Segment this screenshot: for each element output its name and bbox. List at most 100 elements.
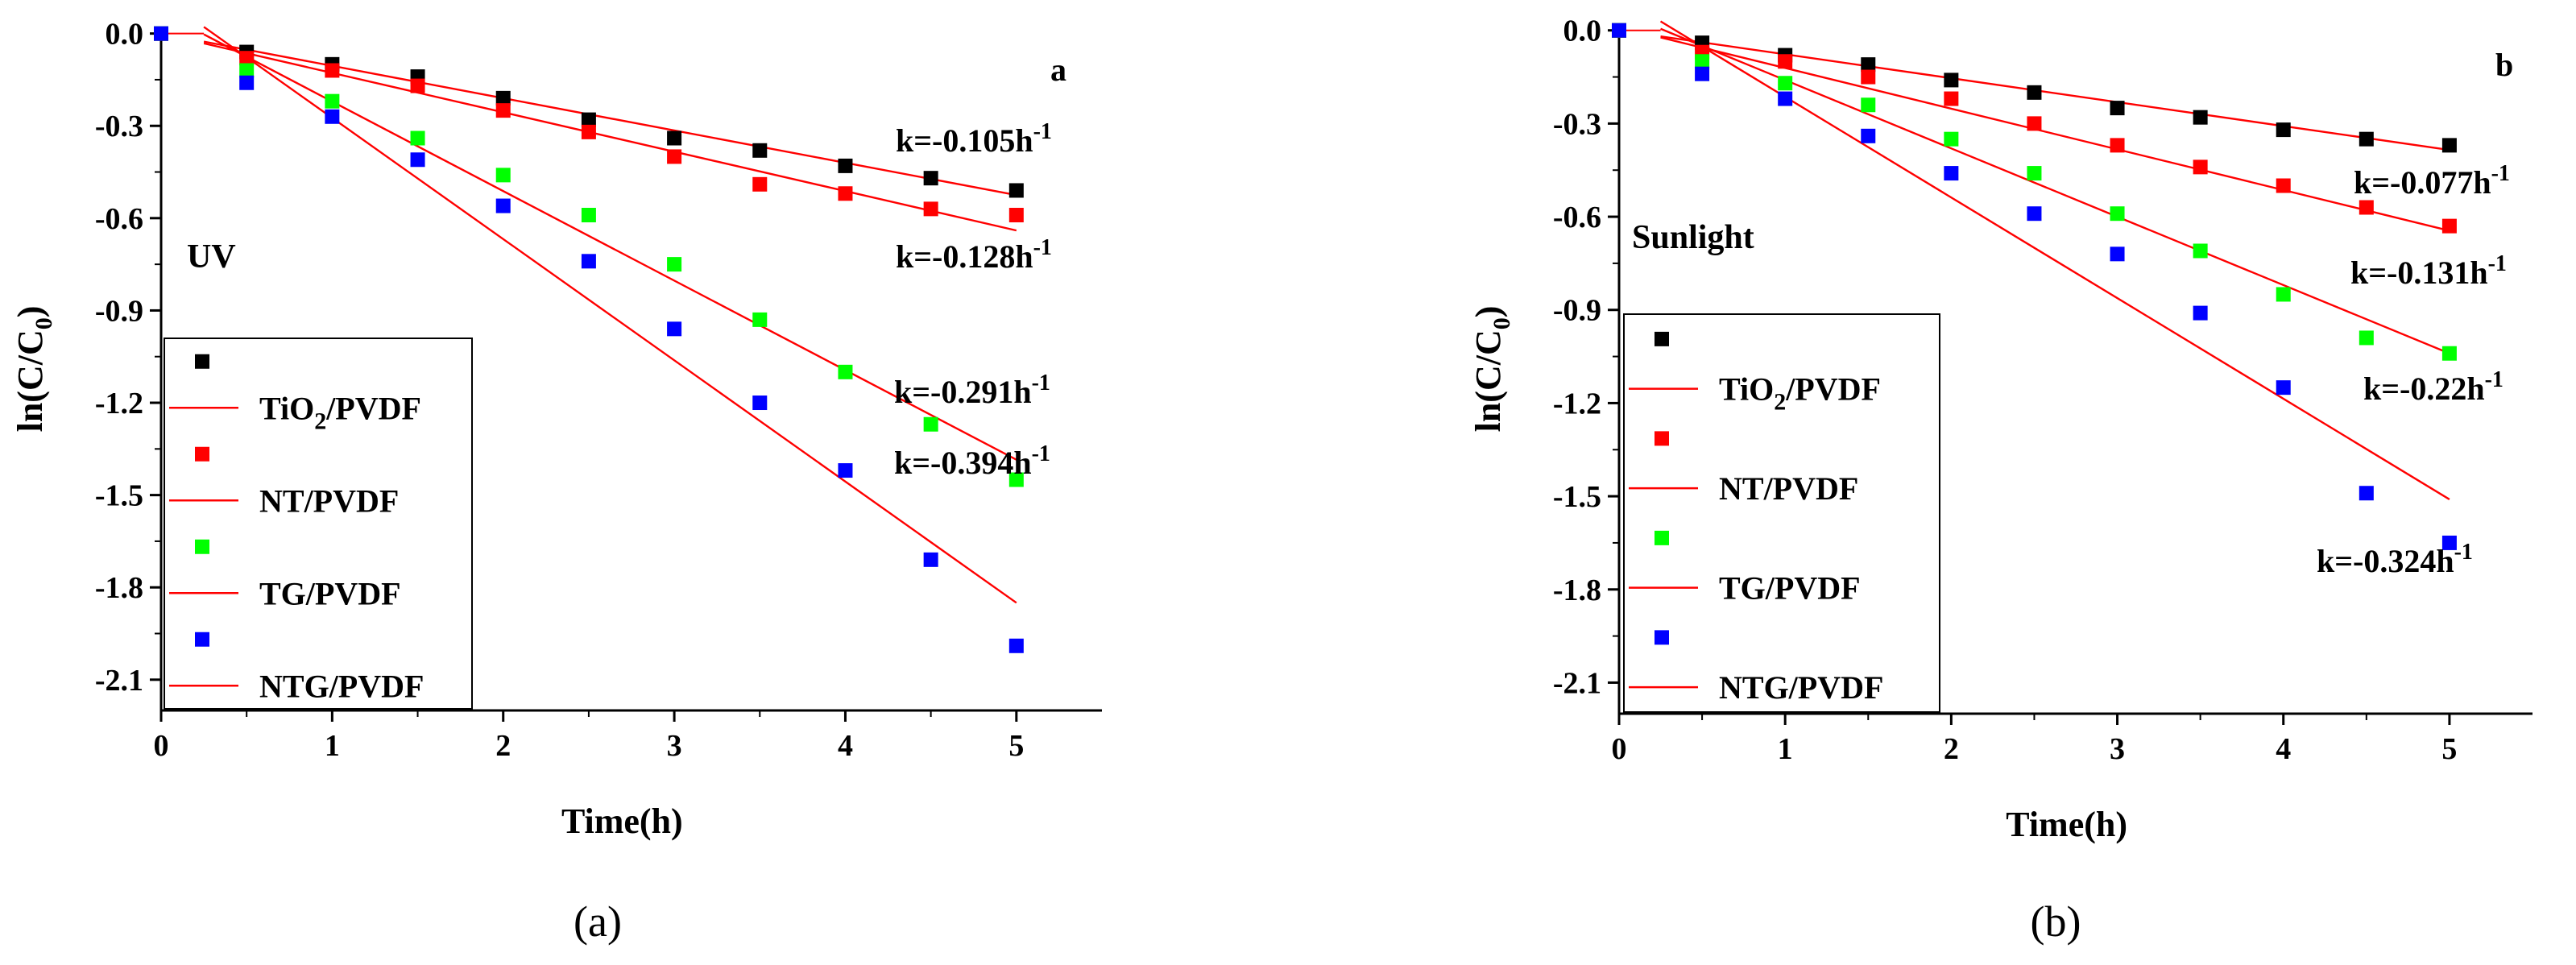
rate-constant-label-4: k=-0.324h-1 (2317, 540, 2473, 579)
legend-marker-3 (195, 539, 209, 554)
data-point-s2-1 (239, 51, 255, 66)
legend-label-1: TiO2/PVDF (1719, 371, 1881, 416)
data-point-s4-3 (410, 152, 425, 168)
y-tick-label: -1.2 (95, 387, 143, 420)
x-tick-label: 2 (495, 729, 511, 763)
data-point-s1-10 (1008, 183, 1024, 198)
legend-box (164, 338, 473, 710)
data-point-s4-3 (1861, 128, 1876, 143)
panel-letter: a (1050, 52, 1066, 88)
data-point-s3-8 (2276, 287, 2291, 302)
data-point-s1-9 (2359, 131, 2374, 147)
rate-constant-label-1: k=-0.077h-1 (2354, 161, 2510, 201)
y-tick-label: 0.0 (1563, 14, 1602, 48)
legend-marker-4 (195, 632, 209, 647)
data-point-s3-6 (667, 257, 682, 272)
y-tick-label: -1.2 (1553, 387, 1601, 420)
data-point-s4-5 (581, 254, 596, 269)
y-tick-label: -1.5 (95, 479, 143, 513)
legend: TiO2/PVDF NT/PVDF TG/PVDF NTG/PVDF (164, 338, 473, 710)
data-point-s4-7 (752, 396, 768, 411)
legend-box (1623, 313, 1940, 713)
data-point-s4-10 (2441, 535, 2457, 550)
legend-label-4: NTG/PVDF (259, 668, 424, 704)
data-point-s2-9 (2359, 200, 2374, 215)
figure-caption: (a) (574, 897, 622, 946)
y-tick-label: -1.5 (1553, 480, 1601, 514)
legend-marker-2 (1655, 431, 1669, 446)
data-point-s2-7 (752, 176, 768, 192)
x-tick-label: 2 (1944, 732, 1959, 766)
data-point-s3-10 (1008, 472, 1024, 487)
data-point-s1-3 (1861, 57, 1876, 72)
data-point-s4-4 (495, 198, 511, 213)
y-axis-title: ln(C/C0) (10, 306, 57, 433)
data-point-s2-5 (581, 124, 596, 139)
data-point-s3-7 (752, 312, 768, 327)
condition-label: Sunlight (1632, 219, 1754, 256)
data-point-s3-8 (838, 364, 853, 379)
data-point-s4-1 (1695, 66, 1710, 81)
legend-marker-2 (195, 446, 209, 462)
data-point-s2-7 (2193, 159, 2208, 175)
rate-constant-label-1: k=-0.105h-1 (896, 119, 1052, 159)
legend-label-2: NT/PVDF (259, 482, 399, 519)
data-point-s2-10 (1008, 208, 1024, 223)
x-tick-label: 5 (1008, 729, 1024, 763)
data-point-s2-2 (325, 63, 340, 78)
x-tick-label: 0 (1612, 732, 1627, 766)
data-point-s4-0 (1612, 23, 1626, 38)
x-axis-title: Time(h) (2006, 805, 2127, 844)
y-axis-title: ln(C/C0) (1468, 306, 1515, 433)
data-point-s3-6 (2110, 206, 2125, 222)
data-point-s2-10 (2441, 218, 2457, 234)
chart-panel-b: 0 1 2 3 4 5 0.0 -0.3 -0.6 -0.9 -1.2 -1.5 -1.8 -2.1 Tim… (1468, 14, 2533, 946)
data-point-s4-4 (1944, 166, 1959, 181)
data-point-s1-6 (667, 130, 682, 146)
data-point-s3-2 (325, 93, 340, 109)
figure-caption: (b) (2031, 897, 2081, 946)
data-point-s3-3 (1861, 97, 1876, 113)
rate-constant-label-2: k=-0.131h-1 (2350, 251, 2507, 291)
fit-line-2 (1660, 36, 2450, 232)
data-point-s1-5 (2027, 85, 2042, 100)
x-tick-label: 1 (1778, 732, 1793, 766)
data-point-s4-2 (325, 109, 340, 124)
y-tick-label: -0.9 (1553, 294, 1601, 328)
data-point-s4-9 (923, 552, 938, 567)
data-point-s4-2 (1778, 91, 1793, 106)
data-point-s2-2 (1778, 54, 1793, 69)
legend-label-3: TG/PVDF (1719, 570, 1861, 607)
data-point-s2-6 (667, 149, 682, 164)
x-tick-label: 4 (2276, 732, 2291, 766)
rate-constant-label-3: k=-0.22h-1 (2363, 367, 2504, 407)
data-point-s4-6 (667, 321, 682, 337)
data-point-s2-8 (838, 186, 853, 201)
data-point-s1-5 (581, 112, 596, 127)
y-tick-label: -0.6 (1553, 201, 1601, 234)
y-tick-label: -2.1 (95, 664, 143, 698)
legend-label-1: TiO2/PVDF (259, 390, 421, 434)
legend-label-3: TG/PVDF (259, 575, 401, 611)
y-tick-label: 0.0 (106, 18, 144, 52)
legend-label-4: NTG/PVDF (1719, 669, 1883, 706)
data-point-s1-4 (495, 90, 511, 106)
x-tick-label: 1 (325, 729, 340, 763)
data-point-s3-1 (239, 63, 255, 78)
data-point-s2-9 (923, 201, 938, 217)
data-point-s4-6 (2110, 246, 2125, 262)
data-point-s4-8 (2276, 380, 2291, 396)
data-point-s2-3 (410, 78, 425, 93)
legend: TiO2/PVDF NT/PVDF TG/PVDF NTG/PVDF (1623, 313, 1940, 713)
data-point-s2-3 (1861, 69, 1876, 85)
rate-constant-label-4: k=-0.394h-1 (894, 441, 1050, 481)
data-point-s4-1 (239, 75, 255, 90)
data-point-s1-9 (923, 171, 938, 186)
data-point-s4-5 (2027, 206, 2042, 222)
y-tick-label: -0.3 (1553, 107, 1601, 141)
data-point-s2-4 (495, 103, 511, 118)
data-point-s3-5 (581, 208, 596, 223)
data-point-s3-9 (2359, 330, 2374, 346)
data-point-s4-9 (2359, 486, 2374, 501)
